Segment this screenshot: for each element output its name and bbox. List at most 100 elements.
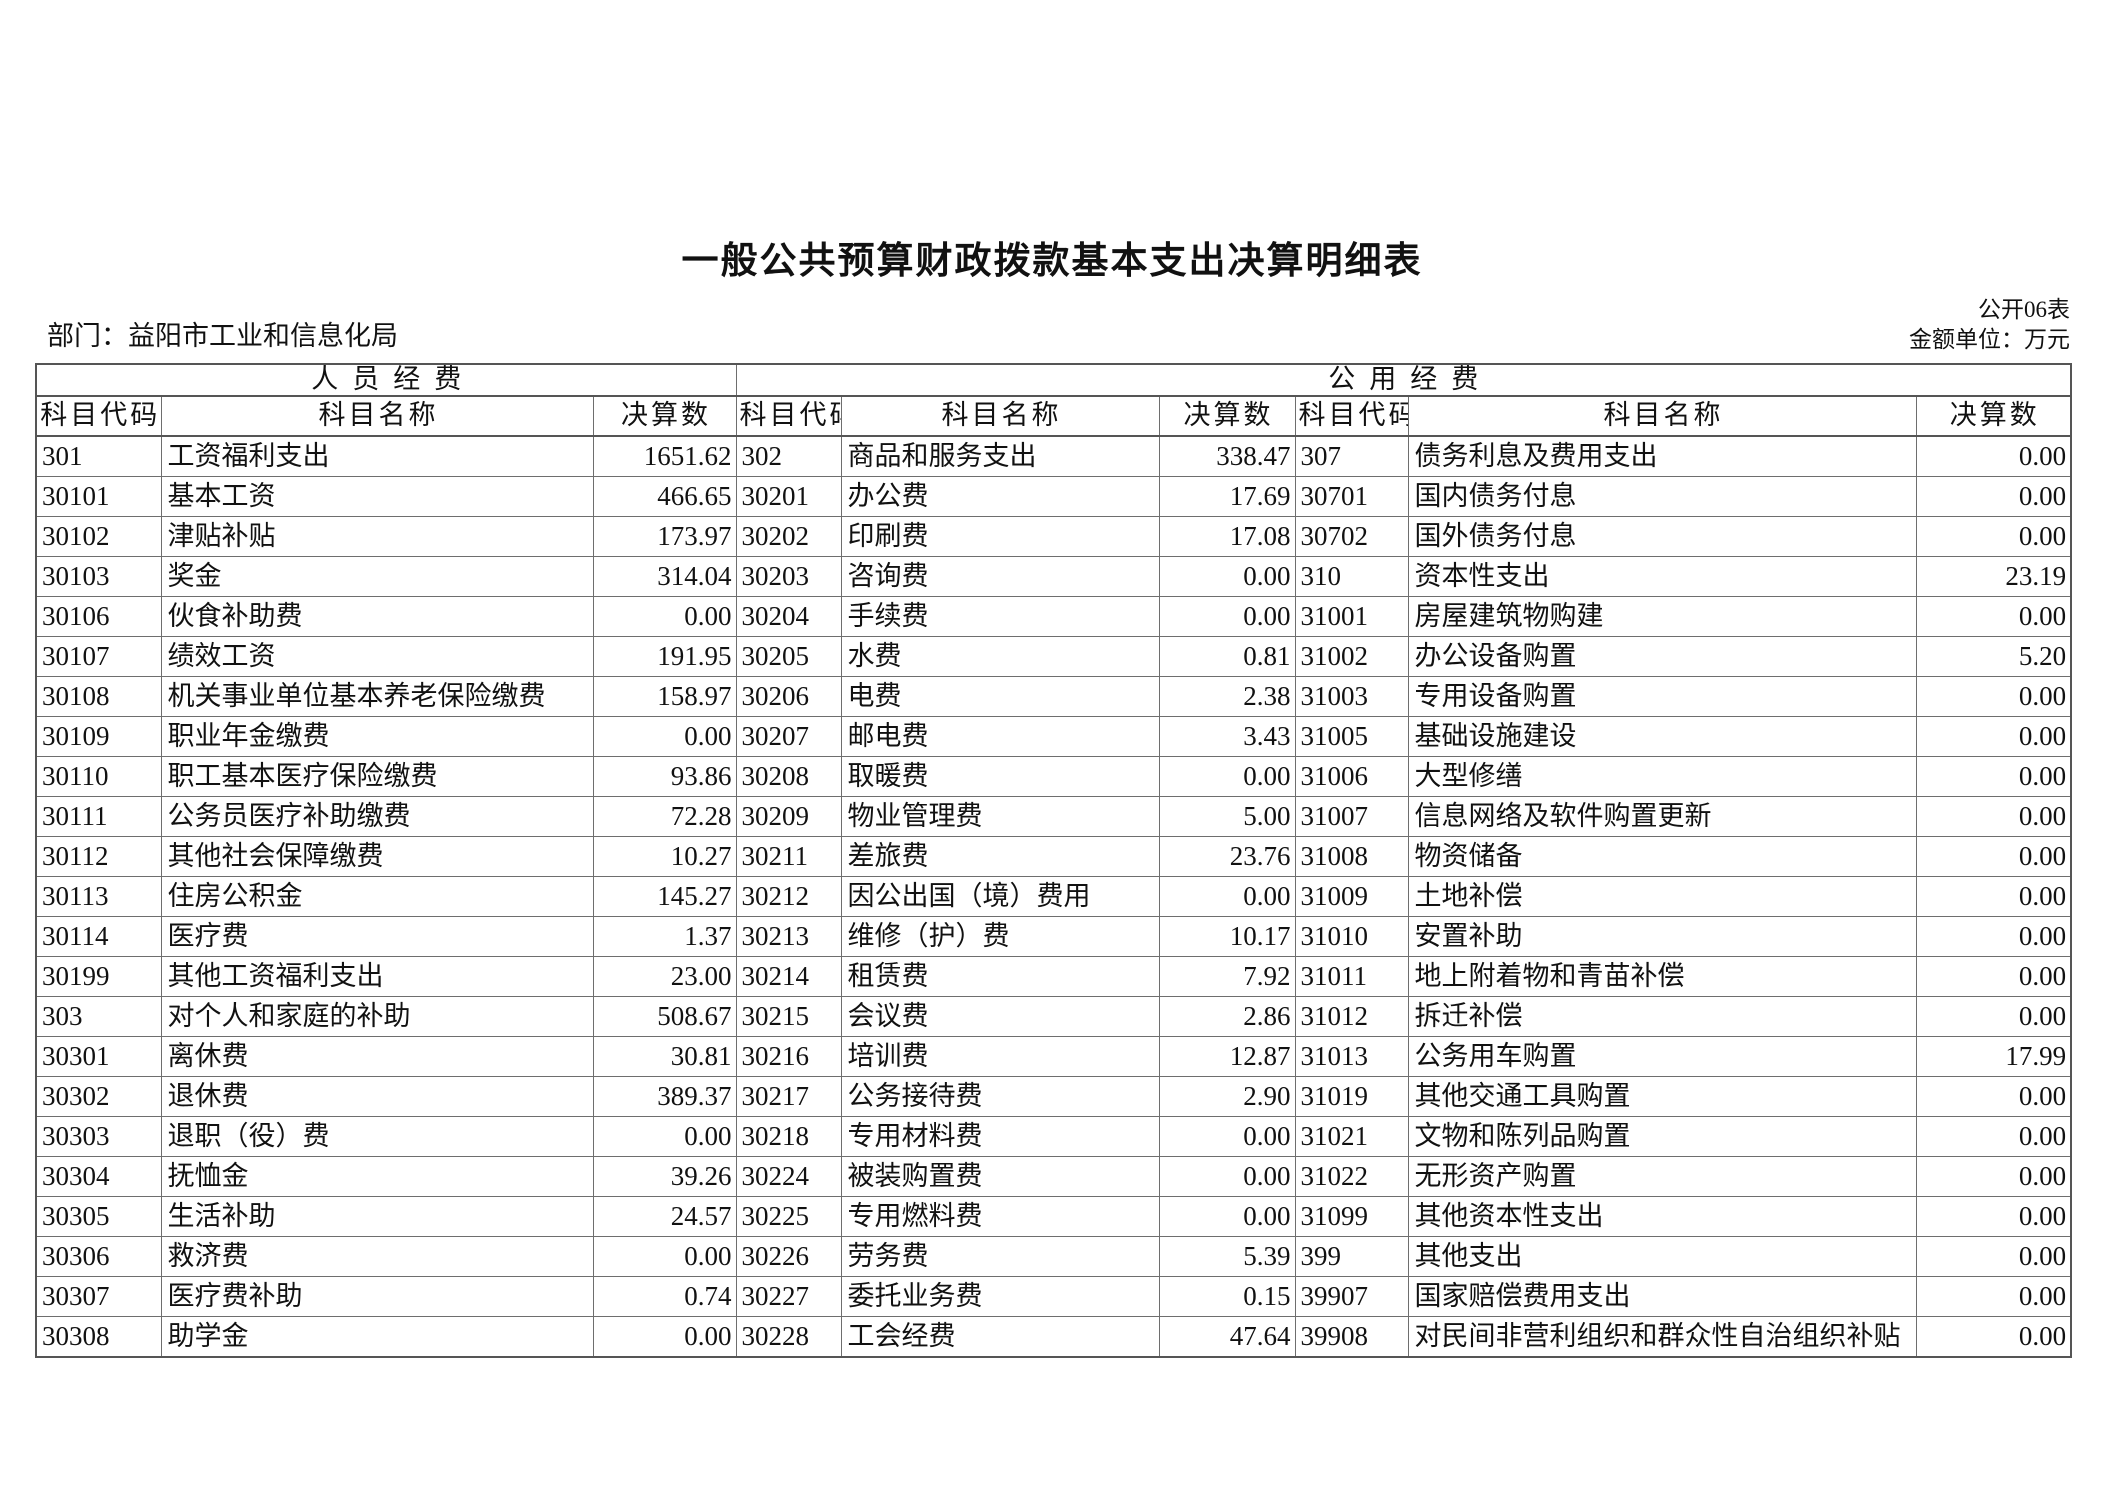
group3-name-cell: 资本性支出 — [1407, 556, 1917, 597]
group1-value-cell: 0.00 — [592, 596, 737, 637]
group1-name-cell: 工资福利支出 — [160, 435, 594, 477]
group1-value-cell: 0.00 — [592, 716, 737, 757]
group3-name-cell: 土地补偿 — [1407, 876, 1917, 917]
group3-code-cell: 31012 — [1294, 996, 1409, 1037]
group2-name-cell: 印刷费 — [840, 516, 1160, 557]
group2-code-cell: 30216 — [735, 1036, 842, 1077]
group1-name-cell: 退休费 — [160, 1076, 594, 1117]
group2-code-cell: 30224 — [735, 1156, 842, 1197]
group1-code-cell: 30101 — [35, 476, 162, 517]
group2-name-cell: 公务接待费 — [840, 1076, 1160, 1117]
group2-value-cell: 0.00 — [1158, 556, 1296, 597]
group2-value-cell: 2.90 — [1158, 1076, 1296, 1117]
department-label: 部门：益阳市工业和信息化局 — [47, 321, 398, 351]
group2-name-cell: 被装购置费 — [840, 1156, 1160, 1197]
group2-name-cell: 电费 — [840, 676, 1160, 717]
group3-name-cell: 其他资本性支出 — [1407, 1196, 1917, 1237]
group1-value-cell: 389.37 — [592, 1076, 737, 1117]
group1-name-cell: 奖金 — [160, 556, 594, 597]
group3-value-cell: 0.00 — [1915, 796, 2072, 837]
table-row: 301 工资福利支出 1651.62 302 商品和服务支出 338.47 307 债务利息及… — [35, 435, 2072, 477]
group2-value-cell: 2.86 — [1158, 996, 1296, 1037]
table-row: 30108 机关事业单位基本养老保险缴费 158.97 30206 电费 2.38 3100… — [35, 676, 2072, 717]
group1-name-cell: 抚恤金 — [160, 1156, 594, 1197]
group3-value-cell: 0.00 — [1915, 516, 2072, 557]
table-row: 30106 伙食补助费 0.00 30204 手续费 0.00 31001 房屋建筑物购建 0.… — [35, 596, 2072, 637]
group1-name-cell: 退职（役）费 — [160, 1116, 594, 1157]
group3-code-cell: 399 — [1294, 1236, 1409, 1277]
group2-value-cell: 0.00 — [1158, 596, 1296, 637]
group3-name-cell: 地上附着物和青苗补偿 — [1407, 956, 1917, 997]
group1-name-cell: 职工基本医疗保险缴费 — [160, 756, 594, 797]
group2-code-cell: 30207 — [735, 716, 842, 757]
group2-name-cell: 因公出国（境）费用 — [840, 876, 1160, 917]
group2-code-cell: 30205 — [735, 636, 842, 677]
group-header-public: 公用经费 — [735, 363, 2072, 397]
group2-name-cell: 委托业务费 — [840, 1276, 1160, 1317]
group2-code-cell: 30217 — [735, 1076, 842, 1117]
group1-name-cell: 住房公积金 — [160, 876, 594, 917]
group1-value-cell: 173.97 — [592, 516, 737, 557]
group3-name-cell: 其他支出 — [1407, 1236, 1917, 1277]
group1-code-cell: 30103 — [35, 556, 162, 597]
group2-code-cell: 30212 — [735, 876, 842, 917]
group3-value-cell: 0.00 — [1915, 435, 2072, 477]
group3-code-cell: 31001 — [1294, 596, 1409, 637]
group3-name-cell: 对民间非营利组织和群众性自治组织补贴 — [1407, 1316, 1917, 1358]
group2-name-cell: 邮电费 — [840, 716, 1160, 757]
group2-value-cell: 0.00 — [1158, 876, 1296, 917]
group2-name-cell: 咨询费 — [840, 556, 1160, 597]
group1-name-cell: 机关事业单位基本养老保险缴费 — [160, 676, 594, 717]
group1-code-cell: 30305 — [35, 1196, 162, 1237]
group1-value-cell: 0.00 — [592, 1116, 737, 1157]
col-header-final-amount: 决算数 — [592, 395, 737, 437]
table-row: 30307 医疗费补助 0.74 30227 委托业务费 0.15 39907 国家赔偿费用支… — [35, 1276, 2072, 1317]
group3-code-cell: 307 — [1294, 435, 1409, 477]
table-row: 30301 离休费 30.81 30216 培训费 12.87 31013 公务用车购置 17.… — [35, 1036, 2072, 1077]
group1-name-cell: 医疗费补助 — [160, 1276, 594, 1317]
group3-value-cell: 0.00 — [1915, 1316, 2072, 1358]
group1-name-cell: 助学金 — [160, 1316, 594, 1358]
table-row: 30103 奖金 314.04 30203 咨询费 0.00 310 资本性支出 23.19 — [35, 556, 2072, 597]
group3-value-cell: 0.00 — [1915, 1156, 2072, 1197]
group1-name-cell: 津贴补贴 — [160, 516, 594, 557]
group2-name-cell: 手续费 — [840, 596, 1160, 637]
group1-code-cell: 30108 — [35, 676, 162, 717]
group1-value-cell: 1651.62 — [592, 435, 737, 477]
group3-value-cell: 0.00 — [1915, 596, 2072, 637]
group2-name-cell: 商品和服务支出 — [840, 435, 1160, 477]
group3-name-cell: 物资储备 — [1407, 836, 1917, 877]
group1-code-cell: 30107 — [35, 636, 162, 677]
group1-value-cell: 24.57 — [592, 1196, 737, 1237]
column-header-row: 科目代码 科目名称 决算数 科目代码 科目名称 决算数 科目代码 科目名称 决算… — [35, 395, 2072, 437]
group3-code-cell: 39908 — [1294, 1316, 1409, 1358]
table-row: 30107 绩效工资 191.95 30205 水费 0.81 31002 办公设备购置 5.2… — [35, 636, 2072, 677]
group3-name-cell: 国家赔偿费用支出 — [1407, 1276, 1917, 1317]
group3-value-cell: 0.00 — [1915, 1276, 2072, 1317]
group3-code-cell: 31007 — [1294, 796, 1409, 837]
table-row: 303 对个人和家庭的补助 508.67 30215 会议费 2.86 31012 拆迁补偿 0… — [35, 996, 2072, 1037]
group3-code-cell: 31008 — [1294, 836, 1409, 877]
group2-name-cell: 劳务费 — [840, 1236, 1160, 1277]
group1-code-cell: 30110 — [35, 756, 162, 797]
group1-code-cell: 30199 — [35, 956, 162, 997]
group2-value-cell: 3.43 — [1158, 716, 1296, 757]
table-row: 30102 津贴补贴 173.97 30202 印刷费 17.08 30702 国外债务付息 0… — [35, 516, 2072, 557]
group1-value-cell: 0.00 — [592, 1316, 737, 1358]
group3-value-cell: 0.00 — [1915, 996, 2072, 1037]
group1-name-cell: 基本工资 — [160, 476, 594, 517]
group3-code-cell: 31022 — [1294, 1156, 1409, 1197]
col-header-final-amount: 决算数 — [1915, 395, 2072, 437]
group1-name-cell: 离休费 — [160, 1036, 594, 1077]
group1-name-cell: 生活补助 — [160, 1196, 594, 1237]
group2-name-cell: 会议费 — [840, 996, 1160, 1037]
group2-code-cell: 30204 — [735, 596, 842, 637]
group2-code-cell: 30228 — [735, 1316, 842, 1358]
group1-code-cell: 30308 — [35, 1316, 162, 1358]
group2-code-cell: 30215 — [735, 996, 842, 1037]
group3-code-cell: 31009 — [1294, 876, 1409, 917]
group2-name-cell: 差旅费 — [840, 836, 1160, 877]
group1-code-cell: 30111 — [35, 796, 162, 837]
table-row: 30113 住房公积金 145.27 30212 因公出国（境）费用 0.00 31009 土… — [35, 876, 2072, 917]
group2-name-cell: 租赁费 — [840, 956, 1160, 997]
